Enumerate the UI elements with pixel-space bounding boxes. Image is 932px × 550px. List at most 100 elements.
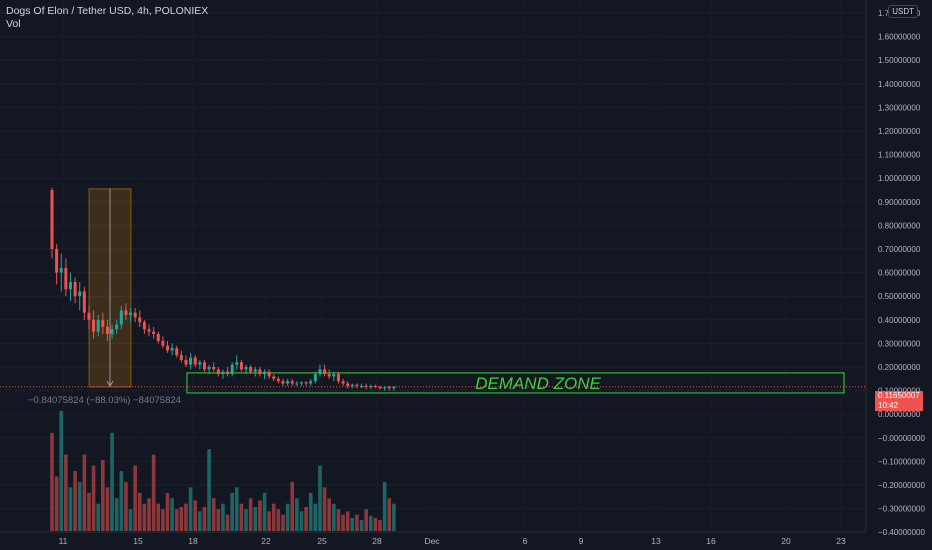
volume-bar — [147, 498, 151, 531]
volume-bar — [73, 471, 77, 531]
volume-bar — [188, 487, 193, 531]
price-tick-label: 0.80000000 — [878, 221, 921, 230]
candle-body — [327, 374, 331, 377]
volume-bar — [332, 503, 336, 531]
volume-bar — [50, 432, 54, 531]
time-axis[interactable]: 11 15 18 22 25 28 Dec 6 9 13 16 20 23 — [59, 536, 846, 546]
volume-bar — [174, 509, 179, 531]
candle-body — [105, 326, 109, 334]
volume-bar — [327, 498, 331, 531]
volume-bar — [285, 503, 290, 531]
price-tick-label: 0.70000000 — [878, 245, 921, 254]
candle-body — [87, 312, 91, 320]
candle-body — [59, 267, 63, 273]
candle-body — [272, 376, 276, 379]
volume-bar — [308, 492, 313, 531]
price-tick-label: −0.10000000 — [878, 457, 925, 466]
candle-body — [133, 312, 137, 318]
price-tick-label: 0.00000000 — [878, 410, 921, 419]
candle-body — [124, 310, 128, 316]
price-axis[interactable]: 1.700000001.600000001.500000001.40000000… — [878, 9, 925, 537]
demand-zone-box — [186, 372, 845, 394]
candle-body — [129, 312, 133, 316]
volume-bar — [101, 460, 105, 531]
candle-body — [392, 386, 396, 389]
volume-bar — [137, 492, 142, 531]
volume-bar — [281, 514, 285, 531]
volume-indicator-label[interactable]: Vol — [6, 18, 21, 30]
volume-bars — [50, 411, 396, 531]
currency-unit-badge[interactable]: USDT — [888, 5, 918, 18]
candle-body — [198, 362, 202, 365]
volume-bar — [142, 503, 147, 531]
candle-body — [249, 367, 253, 372]
volume-bar — [87, 492, 91, 531]
time-tick-label: 15 — [133, 536, 143, 546]
volume-bar — [355, 514, 359, 531]
volume-bar — [244, 509, 248, 531]
candle-body — [92, 319, 96, 332]
candle-body — [373, 385, 377, 388]
candle-body — [179, 355, 183, 360]
chart-legend: Dogs Of Elon / Tether USD, 4h, POLONIEX … — [6, 5, 208, 31]
candle-body — [239, 362, 243, 370]
candle-body — [142, 322, 146, 330]
volume-bar — [59, 411, 64, 531]
candle-body — [78, 291, 82, 297]
candle-body — [221, 371, 225, 375]
time-tick-label: 11 — [59, 536, 68, 546]
candle-body — [332, 374, 336, 377]
candle-body — [346, 383, 350, 386]
candle-body — [318, 369, 322, 375]
volume-bar — [350, 517, 355, 531]
price-tick-label: 1.30000000 — [878, 103, 921, 112]
time-tick-label: 9 — [579, 536, 584, 546]
volume-bar — [207, 449, 211, 531]
volume-bar — [82, 454, 87, 531]
volume-bar — [336, 509, 341, 531]
volume-bar — [54, 476, 59, 531]
candle-body — [276, 378, 280, 382]
volume-bar — [91, 465, 96, 531]
symbol-title[interactable]: Dogs Of Elon / Tether USD, 4h, POLONIEX — [6, 5, 209, 17]
candle-body — [216, 369, 220, 375]
measurement-arrow-head — [106, 380, 114, 388]
price-tick-label: 0.20000000 — [878, 363, 921, 372]
time-tick-label: 25 — [317, 536, 327, 546]
volume-bar — [225, 514, 230, 531]
volume-bar — [114, 498, 119, 531]
candle-body — [175, 348, 179, 356]
volume-bar — [267, 511, 271, 531]
volume-bar — [156, 503, 161, 531]
volume-bar — [262, 492, 267, 531]
measurement-label: −0.84075824 (−88.03%) −84075824 — [28, 395, 181, 406]
candle-body — [193, 357, 197, 365]
candle-body — [299, 382, 303, 384]
price-tick-label: 0.40000000 — [878, 316, 921, 325]
volume-bar — [368, 515, 373, 531]
price-tick-label: 0.60000000 — [878, 269, 921, 278]
candlesticks — [50, 187, 396, 391]
volume-bar — [253, 507, 258, 531]
candle-body — [147, 329, 151, 332]
volume-bar — [128, 509, 133, 531]
volume-bar — [382, 481, 387, 531]
price-tick-label: 1.20000000 — [878, 127, 921, 136]
volume-bar — [161, 509, 165, 531]
candle-body — [207, 367, 211, 370]
time-tick-label: 18 — [188, 536, 198, 546]
drawing-overlays[interactable]: −0.84075824 (−88.03%) −84075824 DEMAND ZO… — [0, 188, 866, 406]
volume-bar — [68, 487, 73, 531]
price-tick-label: 0.90000000 — [878, 198, 921, 207]
bar-countdown: 10:42 — [878, 401, 899, 410]
candle-body — [230, 364, 234, 375]
volume-bar — [258, 500, 262, 531]
volume-bar — [151, 454, 156, 531]
volume-bar — [77, 481, 82, 531]
candle-body — [369, 385, 373, 388]
volume-bar — [345, 511, 350, 531]
time-tick-label: 16 — [706, 536, 716, 546]
candle-body — [313, 374, 317, 382]
volume-bar — [198, 511, 202, 531]
